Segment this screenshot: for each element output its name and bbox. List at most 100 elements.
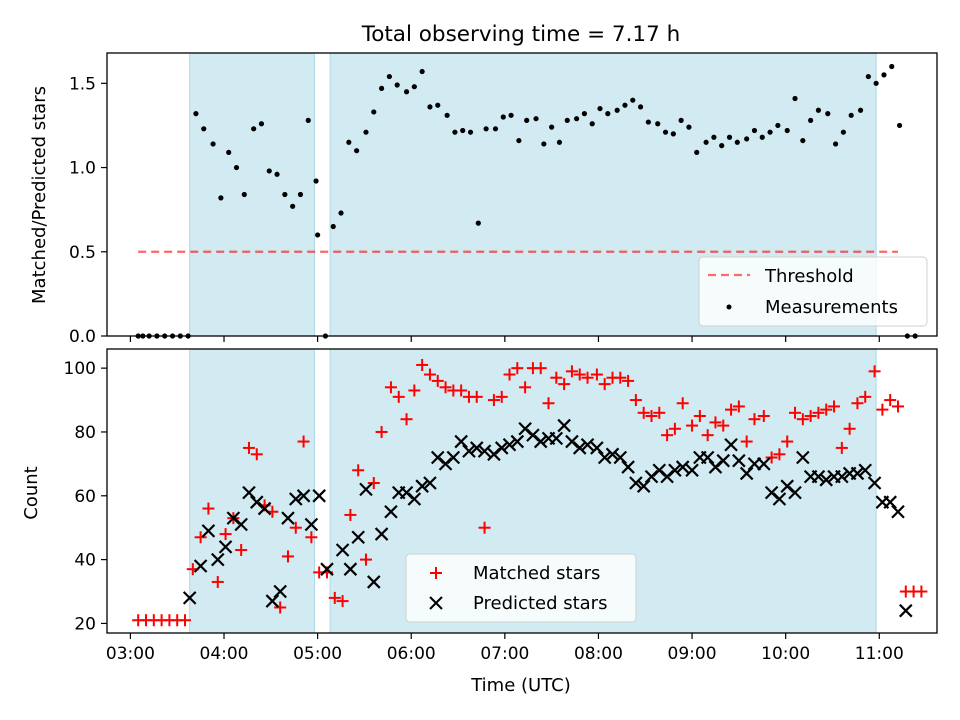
matched-stars-point (511, 362, 524, 375)
measurement-point (881, 72, 887, 78)
predicted-stars-point (613, 450, 628, 465)
matched-stars-point (915, 585, 928, 598)
measurement-point (865, 73, 871, 80)
predicted-stars-point (557, 418, 571, 433)
matched-stars-point (375, 425, 388, 438)
matched-stars-point (701, 429, 714, 442)
count-x-axis: 03:00 04:00 05:00 06:00 07:00 08:00 09:00 10:00… (106, 633, 904, 664)
matched-stars-point (565, 365, 578, 378)
ratio-panel: Total observing time = 7.17 h 0.0 0.5 1.0 1… (29, 22, 938, 347)
matched-stars-point (717, 419, 730, 432)
measurement-point (290, 203, 296, 209)
predicted-stars-point (265, 594, 280, 608)
matched-stars-point (423, 368, 436, 381)
matched-stars-point (851, 397, 864, 410)
predicted-stars-point (446, 450, 461, 465)
predicted-stars-point (572, 441, 587, 455)
matched-stars-point (503, 368, 516, 381)
count-y-axis: 20 40 60 80 100 (64, 359, 107, 634)
measurement-point (233, 164, 240, 171)
matched-stars-point (653, 406, 666, 419)
predicted-stars-point (454, 434, 468, 449)
measurement-point (662, 129, 669, 135)
predicted-stars-point (835, 469, 849, 484)
predicted-stars-point (891, 504, 905, 519)
matched-stars-point (581, 371, 594, 384)
matched-stars-point (250, 448, 263, 461)
measurement-point (574, 116, 580, 122)
predicted-stars-point (494, 441, 509, 455)
predicted-stars-point (335, 543, 350, 557)
predicted-stars-point (819, 473, 834, 487)
measurement-point (744, 136, 750, 142)
predicted-stars-point (858, 463, 873, 478)
matched-stars-point (804, 410, 817, 423)
matched-stars-point (740, 435, 753, 448)
predicted-stars-point (477, 444, 492, 458)
predicted-stars-point (257, 501, 272, 516)
matched-stars-point (242, 441, 255, 454)
matched-stars-point (344, 508, 357, 521)
measurement-point (313, 178, 319, 184)
predicted-stars-point (796, 450, 810, 465)
matched-stars-point (859, 390, 872, 403)
predicted-stars-point (549, 431, 564, 446)
measurement-point (419, 68, 425, 75)
measurement-point (832, 141, 839, 147)
predicted-stars-point (732, 453, 746, 468)
matched-stars-point (384, 381, 397, 394)
ratio-x-axis (129, 336, 880, 342)
matched-stars-point (748, 413, 761, 426)
x-tick-label: 09:00 (668, 644, 717, 664)
matched-stars-point (179, 614, 192, 627)
y-tick-label: 60 (74, 487, 96, 507)
ratio-y-axis-label: Matched/Predicted stars (29, 86, 50, 304)
matched-stars-point (336, 595, 349, 608)
predicted-stars-point (899, 603, 913, 618)
measurement-point (726, 134, 733, 140)
predicted-stars-point (580, 437, 595, 452)
matched-stars-point (637, 406, 650, 419)
predicted-stars-point (675, 460, 690, 474)
predicted-stars-point (883, 495, 897, 509)
measurement-point (694, 149, 700, 155)
measurement-point (541, 141, 547, 147)
x-tick-label: 06:00 (387, 644, 436, 664)
matched-stars-point (796, 413, 809, 426)
predicted-legend-label: Predicted stars (473, 593, 607, 614)
matched-stars-point (693, 410, 706, 423)
x-tick-label: 11:00 (855, 644, 904, 664)
measurement-point (282, 191, 288, 198)
measurement-point (800, 137, 806, 144)
measurement-point (305, 117, 311, 123)
measurement-point (655, 121, 661, 127)
measurement-point (873, 80, 879, 86)
predicted-stars-point (636, 479, 651, 493)
matched-stars-point (828, 400, 841, 413)
measurement-point (452, 129, 458, 135)
matched-stars-point (590, 368, 603, 381)
predicted-stars-point (407, 492, 422, 506)
matched-stars-point (352, 464, 365, 477)
predicted-stars-point (469, 441, 484, 455)
predicted-stars-point (193, 559, 208, 573)
matched-legend-marker (430, 567, 442, 579)
measurement-point (210, 141, 216, 147)
measurement-point (508, 112, 514, 118)
measurement-point (467, 129, 474, 135)
measurement-point (711, 134, 717, 140)
y-tick-label: 1.0 (69, 159, 96, 179)
count-y-axis-label: Count (21, 466, 42, 519)
x-tick-label: 04:00 (200, 644, 249, 664)
predicted-stars-point (374, 527, 389, 541)
measurement-point (218, 195, 224, 201)
matched-stars-point (219, 528, 232, 541)
matched-stars-point (550, 371, 563, 384)
matched-stars-point (416, 358, 429, 371)
measurement-point (354, 148, 360, 154)
matched-stars-point (676, 397, 689, 410)
predicted-stars-point (716, 453, 731, 468)
measurement-point (889, 63, 895, 70)
predicted-stars-point (234, 517, 248, 532)
